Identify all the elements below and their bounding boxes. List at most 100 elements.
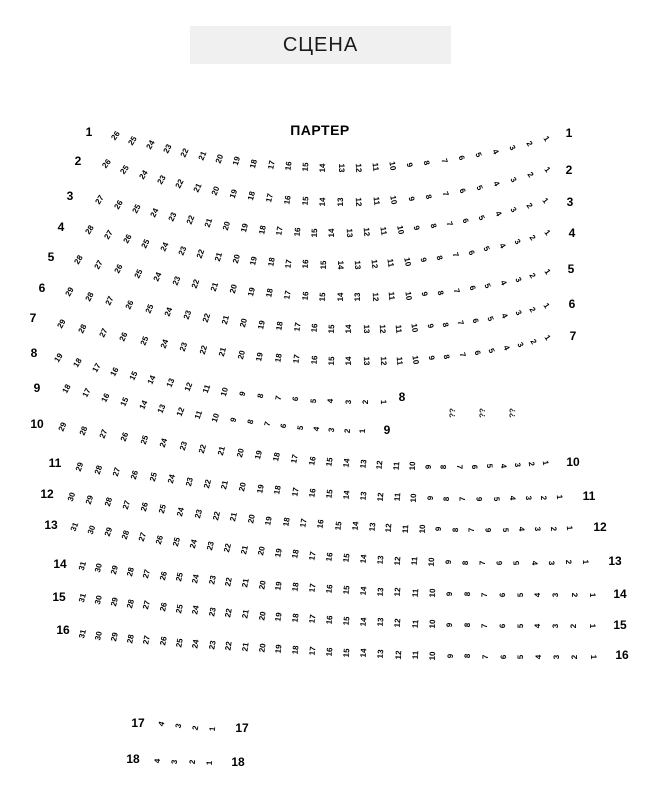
seat[interactable]: 21: [219, 479, 231, 491]
seat[interactable]: 10: [408, 493, 419, 503]
seat[interactable]: 2: [524, 201, 535, 210]
seat[interactable]: 6: [494, 560, 505, 566]
seat[interactable]: 19: [245, 286, 257, 297]
seat[interactable]: 14: [358, 585, 369, 596]
seat[interactable]: 4: [497, 278, 508, 287]
seat[interactable]: 7: [440, 190, 451, 198]
seat[interactable]: 22: [223, 641, 234, 652]
seat[interactable]: 2: [525, 170, 536, 180]
seat[interactable]: 10: [401, 256, 413, 267]
seat[interactable]: 4: [500, 343, 512, 352]
seat[interactable]: 17: [80, 387, 93, 400]
seat[interactable]: 18: [281, 516, 292, 528]
seat[interactable]: 28: [83, 223, 96, 236]
seat[interactable]: 21: [217, 346, 229, 358]
seat[interactable]: 17: [307, 646, 318, 657]
seat[interactable]: 23: [155, 173, 168, 186]
seat[interactable]: 20: [213, 153, 226, 165]
seat[interactable]: 16: [108, 365, 121, 378]
seat[interactable]: 19: [52, 351, 65, 364]
seat[interactable]: 11: [192, 409, 204, 421]
seat[interactable]: 19: [273, 644, 284, 655]
seat[interactable]: 7: [477, 560, 488, 566]
seat[interactable]: 3: [507, 143, 518, 152]
seat[interactable]: 4: [533, 623, 543, 629]
seat[interactable]: 24: [175, 506, 187, 517]
seat[interactable]: 15: [341, 615, 352, 626]
seat[interactable]: 20: [227, 283, 239, 295]
seat[interactable]: 19: [231, 155, 243, 167]
seat[interactable]: 8: [450, 527, 461, 532]
seat[interactable]: 31: [77, 628, 88, 640]
seat[interactable]: 18: [60, 382, 73, 395]
seat[interactable]: 5: [295, 424, 305, 431]
seat[interactable]: 16: [300, 290, 311, 301]
seat[interactable]: 15: [309, 228, 320, 238]
seat[interactable]: 11: [393, 323, 404, 334]
seat[interactable]: 18: [264, 288, 275, 299]
seat[interactable]: 1: [378, 399, 389, 405]
seat[interactable]: 27: [141, 568, 153, 580]
seat[interactable]: 5: [482, 281, 493, 290]
seat[interactable]: 21: [215, 445, 227, 457]
seat[interactable]: 14: [358, 616, 369, 627]
seat[interactable]: 22: [178, 146, 191, 159]
seat[interactable]: 4: [490, 147, 501, 156]
seat[interactable]: 3: [533, 526, 543, 532]
seat[interactable]: 24: [158, 241, 171, 254]
seat[interactable]: 4: [311, 425, 321, 432]
seat[interactable]: 6: [465, 248, 476, 257]
seat[interactable]: 5: [473, 150, 484, 159]
seat[interactable]: 4: [507, 495, 517, 501]
unknown-seat[interactable]: ??: [447, 407, 458, 419]
seat[interactable]: 2: [360, 399, 370, 405]
seat[interactable]: 21: [239, 544, 250, 555]
seat[interactable]: 2: [528, 337, 539, 346]
seat[interactable]: 17: [298, 518, 309, 529]
seat[interactable]: 22: [173, 177, 186, 190]
seat[interactable]: 18: [290, 581, 301, 592]
seat[interactable]: 13: [336, 163, 346, 173]
seat[interactable]: 24: [190, 638, 201, 650]
seat[interactable]: 23: [207, 606, 218, 617]
seat[interactable]: 2: [527, 271, 538, 280]
seat[interactable]: 13: [375, 586, 386, 597]
seat[interactable]: 21: [240, 609, 251, 620]
seat[interactable]: 7: [455, 319, 466, 327]
seat[interactable]: 6: [457, 187, 468, 195]
seat[interactable]: 7: [451, 287, 462, 295]
seat[interactable]: 10: [410, 354, 421, 365]
seat[interactable]: 10: [426, 557, 437, 567]
seat[interactable]: 1: [542, 228, 553, 238]
seat[interactable]: 24: [190, 573, 202, 585]
seat[interactable]: 25: [126, 134, 140, 147]
seat[interactable]: 7: [480, 654, 490, 659]
seat[interactable]: 13: [362, 356, 372, 366]
seat[interactable]: 18: [271, 451, 283, 463]
seat[interactable]: 24: [158, 338, 171, 350]
seat[interactable]: 18: [274, 320, 285, 332]
seat[interactable]: 12: [393, 649, 403, 660]
seat[interactable]: 12: [369, 259, 380, 269]
seat[interactable]: 4: [496, 241, 507, 250]
seat[interactable]: 20: [235, 349, 247, 360]
seat[interactable]: 1: [587, 592, 598, 598]
seat[interactable]: 11: [385, 258, 396, 268]
seat[interactable]: 28: [92, 463, 104, 476]
seat[interactable]: 5: [515, 623, 525, 629]
seat[interactable]: 8: [438, 464, 449, 470]
seat[interactable]: 11: [394, 355, 405, 366]
seat[interactable]: 9: [228, 416, 239, 424]
seat[interactable]: 9: [404, 161, 415, 168]
seat[interactable]: 14: [350, 521, 361, 532]
seat[interactable]: 4: [517, 526, 527, 532]
seat[interactable]: 11: [370, 162, 381, 172]
seat[interactable]: 17: [264, 192, 275, 204]
seat[interactable]: 14: [318, 163, 328, 173]
seat[interactable]: 12: [375, 491, 386, 502]
seat[interactable]: 3: [508, 175, 519, 184]
seat[interactable]: 5: [484, 463, 495, 469]
seat[interactable]: 23: [183, 475, 195, 487]
seat[interactable]: 27: [102, 228, 115, 241]
seat[interactable]: 16: [309, 323, 320, 334]
